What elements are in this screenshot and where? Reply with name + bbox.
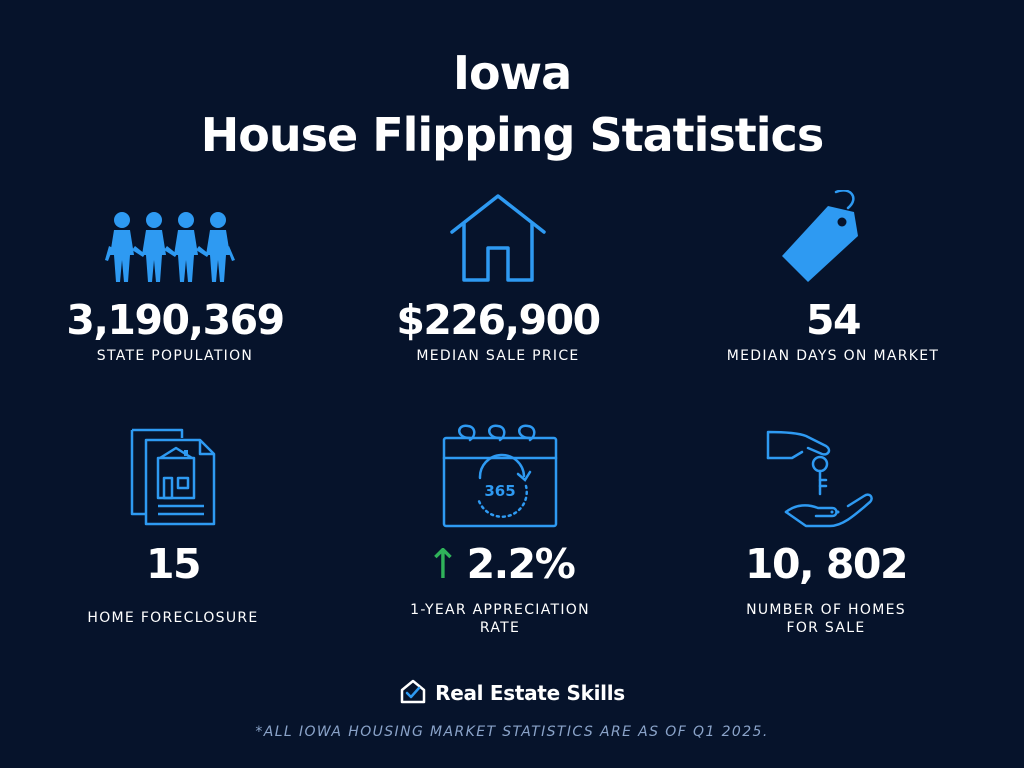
- people-icon: [105, 210, 240, 285]
- stat-label-line1: 1-YEAR APPRECIATION: [410, 602, 590, 618]
- stat-home-foreclosure: 15 HOME FORECLOSURE: [3, 420, 343, 650]
- brand-logo: Real Estate Skills: [0, 678, 1024, 708]
- stat-median-days-on-market: 54 MEDIAN DAYS ON MARKET: [663, 190, 1003, 380]
- brand-name: Real Estate Skills: [435, 681, 625, 705]
- stat-value: 15: [145, 540, 202, 588]
- stat-value: 3,190,369: [66, 296, 285, 344]
- stat-value-wrap: ↑ 2.2%: [330, 540, 670, 588]
- hand-key-icon: [766, 428, 876, 528]
- page-title-line1: Iowa: [452, 46, 572, 100]
- stat-label: HOME FORECLOSURE: [87, 610, 259, 626]
- price-tag-icon: [778, 190, 878, 285]
- page-title-line2: House Flipping Statistics: [200, 108, 824, 162]
- stat-label: MEDIAN DAYS ON MARKET: [726, 348, 940, 364]
- stat-label-line2: RATE: [479, 620, 521, 636]
- stat-label-line2: FOR SALE: [786, 620, 866, 636]
- stat-label: MEDIAN SALE PRICE: [416, 348, 580, 364]
- footnote: *ALL IOWA HOUSING MARKET STATISTICS ARE …: [255, 724, 769, 740]
- stat-homes-for-sale: 10, 802 NUMBER OF HOMES FOR SALE: [656, 420, 996, 650]
- stat-value: 54: [805, 296, 862, 344]
- calendar-365-text: 365: [484, 482, 515, 500]
- stat-appreciation-rate: 365 ↑ 2.2% 1-YEAR APPRECIATION RATE: [330, 420, 670, 650]
- stat-value: 2.2%: [466, 540, 576, 588]
- stat-median-sale-price: $226,900 MEDIAN SALE PRICE: [328, 194, 668, 380]
- foreclosure-document-icon: [130, 428, 218, 528]
- house-icon: [448, 192, 548, 284]
- stat-label-line1: NUMBER OF HOMES: [746, 602, 906, 618]
- stat-value: $226,900: [396, 296, 601, 344]
- house-check-logo-icon: [399, 678, 427, 708]
- up-arrow-icon: ↑: [425, 540, 460, 588]
- stat-value: 10, 802: [745, 540, 909, 588]
- stat-state-population: 3,190,369 STATE POPULATION: [5, 200, 345, 380]
- calendar-365-icon: 365: [442, 424, 558, 528]
- stat-label: STATE POPULATION: [96, 348, 254, 364]
